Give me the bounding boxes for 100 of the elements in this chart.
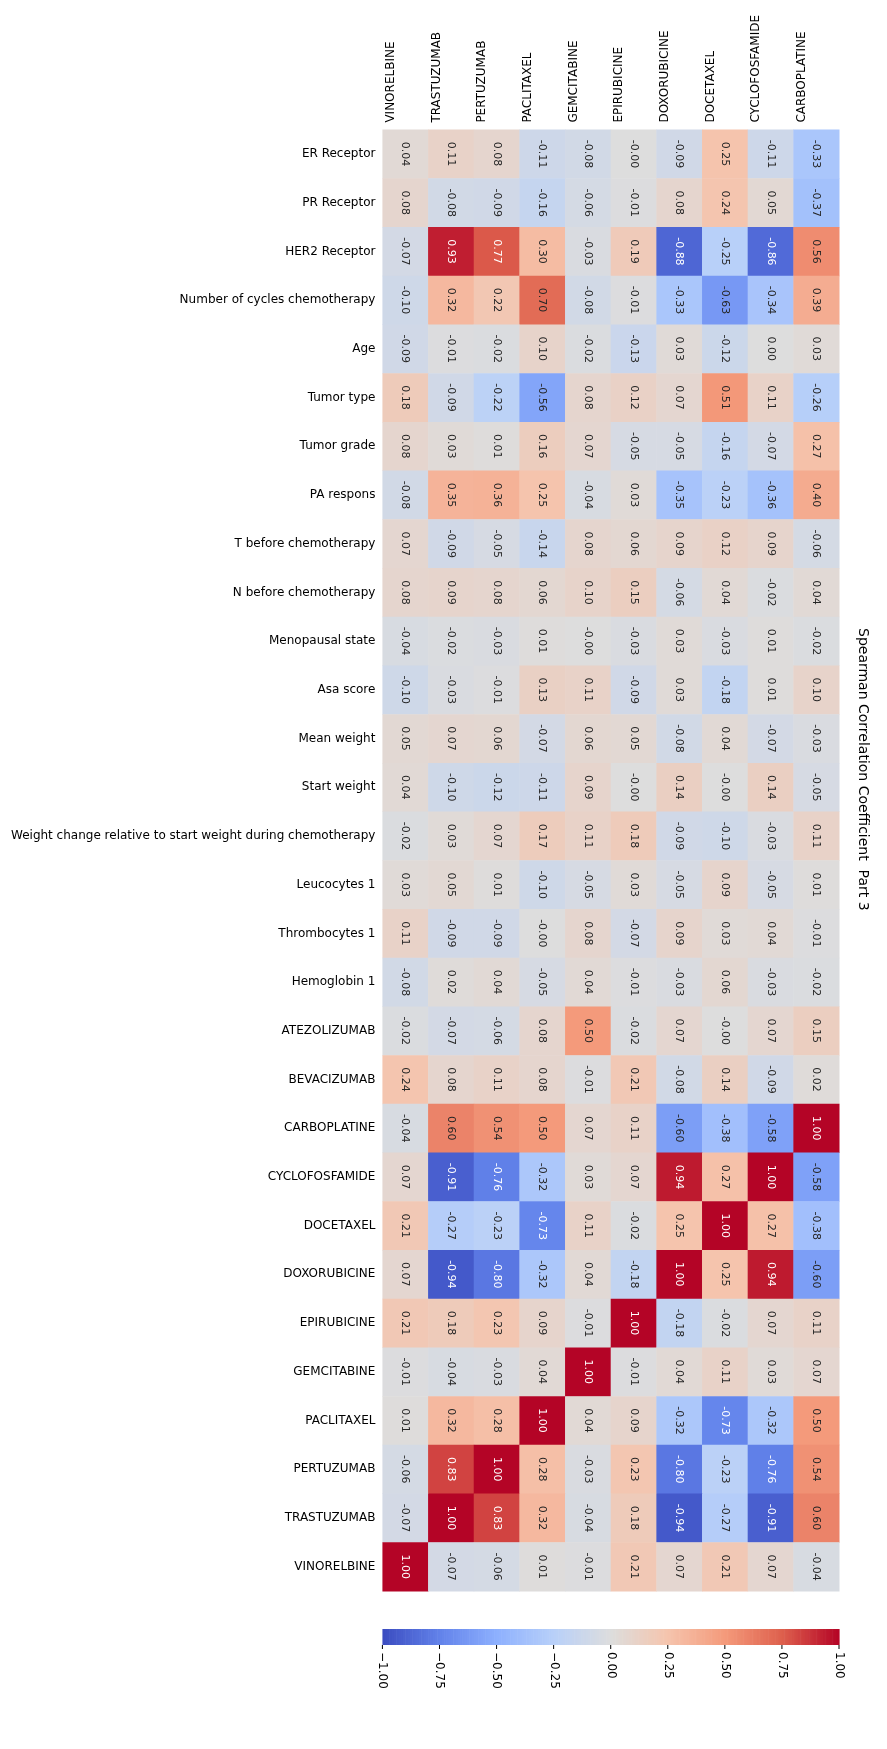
data-label: -0.34 <box>764 285 778 315</box>
data-label: 0.10 <box>536 336 550 362</box>
data-label: 0.01 <box>399 1408 413 1433</box>
data-label: 0.01 <box>536 1554 550 1579</box>
data-label: 0.13 <box>536 677 550 703</box>
data-label: -0.04 <box>399 1113 413 1143</box>
data-label: 1.00 <box>810 1115 824 1141</box>
data-label: 0.03 <box>673 677 687 703</box>
data-label: 0.09 <box>764 531 778 556</box>
y-tick-label: Weight change relative to start weight during chemotherapy <box>11 828 376 843</box>
data-label: 0.10 <box>582 580 596 605</box>
data-label: -0.03 <box>719 626 732 656</box>
data-label: 0.18 <box>627 823 641 849</box>
data-label: -0.73 <box>719 1406 732 1435</box>
data-label: 0.04 <box>719 580 732 605</box>
data-label: -0.05 <box>810 773 824 802</box>
color-bar-label: 0.50 <box>718 1652 733 1679</box>
data-label: -0.10 <box>719 821 732 851</box>
data-label: 0.00 <box>764 336 778 362</box>
data-label: 0.03 <box>627 872 641 897</box>
data-label: 0.02 <box>445 969 459 995</box>
y-tick-label: N before chemotherapy <box>232 584 376 599</box>
data-label: -0.05 <box>536 967 550 997</box>
data-label: 0.09 <box>445 580 459 605</box>
data-label: 0.83 <box>445 1456 459 1482</box>
data-label: -0.03 <box>582 1454 596 1484</box>
data-label: 0.56 <box>810 239 824 264</box>
data-label: 0.06 <box>536 580 550 605</box>
data-label: -0.13 <box>627 334 641 364</box>
data-label: -0.02 <box>445 626 459 656</box>
data-label: -0.04 <box>582 1503 596 1533</box>
data-label: 1.00 <box>490 1456 504 1482</box>
data-label: -0.27 <box>719 1503 732 1533</box>
data-label: 0.23 <box>490 1310 504 1336</box>
y-tick-label: Leucocytes 1 <box>296 876 376 891</box>
data-label: -0.08 <box>582 285 596 315</box>
data-label: 0.09 <box>627 1408 641 1433</box>
data-label: 0.14 <box>719 1067 732 1092</box>
y-tick-label: PACLITAXEL <box>305 1412 376 1427</box>
data-label: 0.11 <box>399 921 413 946</box>
data-label: -0.07 <box>445 1552 459 1581</box>
data-label: 0.03 <box>582 1164 596 1190</box>
y-tick-label: GEMCITABINE <box>293 1363 376 1378</box>
data-label: -0.05 <box>673 432 687 461</box>
data-label: -0.03 <box>673 967 687 997</box>
data-label: 0.08 <box>399 190 413 215</box>
data-label: 0.09 <box>719 872 732 897</box>
data-label: 0.07 <box>399 531 413 556</box>
data-label: 0.54 <box>810 1456 824 1482</box>
data-label: 0.06 <box>627 531 641 556</box>
data-label: -0.09 <box>490 919 504 948</box>
data-label: 0.14 <box>764 774 778 800</box>
data-label: 0.05 <box>445 872 459 897</box>
data-label: 0.32 <box>536 1505 550 1531</box>
data-label: -0.07 <box>536 724 550 753</box>
y-tick-label: CYCLOFOSFAMIDE <box>267 1169 376 1184</box>
data-label: -0.02 <box>399 821 413 851</box>
data-label: 0.27 <box>810 434 824 459</box>
data-label: -0.02 <box>490 334 504 364</box>
data-label: 0.06 <box>490 726 504 751</box>
data-label: 1.00 <box>719 1213 732 1238</box>
data-label: 0.11 <box>627 1115 641 1141</box>
data-label: 0.06 <box>719 969 732 995</box>
data-label: -0.08 <box>445 188 459 217</box>
data-label: 0.11 <box>810 1310 824 1336</box>
data-label: -0.38 <box>810 1211 824 1240</box>
data-label: 0.24 <box>719 190 732 215</box>
data-label: 0.50 <box>582 1018 596 1044</box>
data-label: -0.58 <box>810 1162 824 1192</box>
data-label: 0.08 <box>673 190 687 215</box>
data-label: 0.14 <box>673 774 687 800</box>
data-label: 0.24 <box>399 1067 413 1092</box>
y-tick-label: PR Receptor <box>302 194 376 209</box>
data-label: -0.09 <box>490 188 504 217</box>
data-label: 1.00 <box>627 1310 641 1336</box>
data-label: -0.01 <box>582 1308 596 1338</box>
data-label: 0.07 <box>673 385 687 410</box>
data-label: -0.03 <box>582 237 596 266</box>
data-label: 0.11 <box>764 385 778 410</box>
data-label: -0.02 <box>764 578 778 607</box>
data-label: -0.23 <box>490 1211 504 1240</box>
data-label: -0.32 <box>764 1406 778 1435</box>
data-label: -0.02 <box>399 1016 413 1046</box>
data-label: -0.32 <box>673 1406 687 1435</box>
data-label: -0.01 <box>627 1357 641 1387</box>
data-label: 0.25 <box>673 1213 687 1238</box>
data-label: 0.27 <box>764 1213 778 1238</box>
y-tick-label: Asa score <box>317 681 376 696</box>
data-label: 1.00 <box>445 1505 459 1531</box>
data-label: -0.76 <box>490 1162 504 1192</box>
data-label: -0.00 <box>627 773 641 802</box>
data-label: 0.03 <box>719 921 732 946</box>
data-label: -0.08 <box>673 1065 687 1094</box>
data-label: 0.28 <box>536 1456 550 1482</box>
data-label: -0.73 <box>536 1211 550 1240</box>
data-label: -0.01 <box>582 1065 596 1094</box>
data-label: -0.00 <box>627 139 641 169</box>
data-label: 0.93 <box>445 239 459 264</box>
data-label: 0.18 <box>445 1310 459 1336</box>
data-label: 0.04 <box>582 969 596 995</box>
